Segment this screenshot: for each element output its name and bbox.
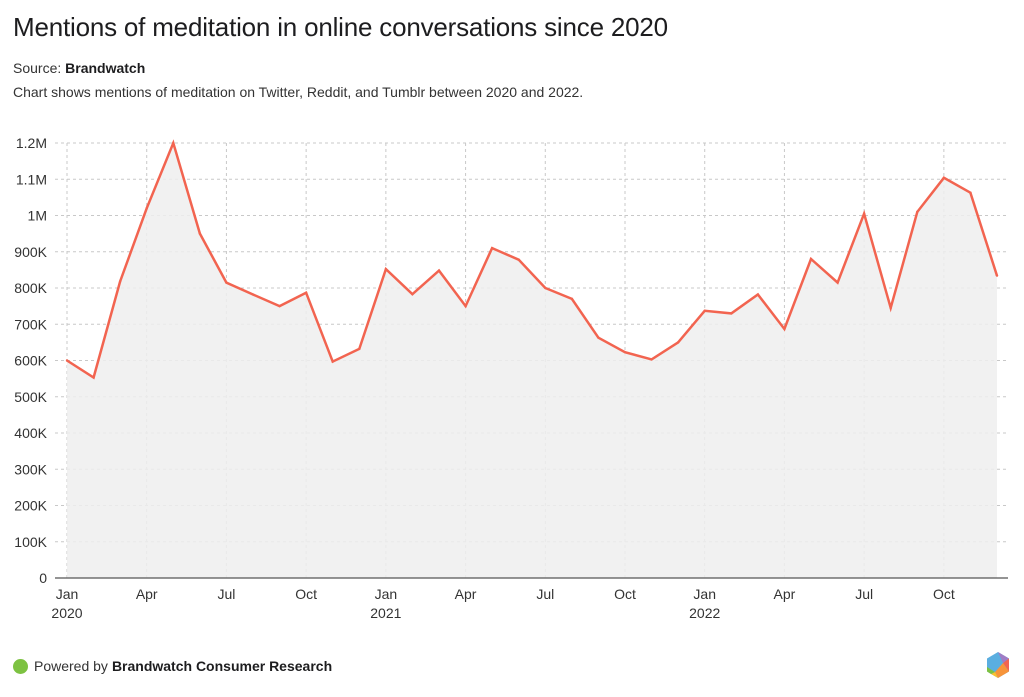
y-tick-label: 400K — [14, 425, 47, 441]
y-tick-label: 700K — [14, 316, 47, 332]
y-tick-label: 1.2M — [16, 135, 47, 151]
footer: Powered by Brandwatch Consumer Research — [13, 658, 332, 674]
data-point-2020-05 — [172, 141, 175, 145]
x-tick-label: Apr — [136, 586, 158, 602]
data-point-2021-10 — [623, 350, 627, 354]
data-point-2021-09 — [597, 336, 600, 339]
data-point-2020-10 — [304, 291, 308, 294]
chart-title: Mentions of meditation in online convers… — [13, 12, 668, 42]
data-point-2022-04 — [783, 327, 786, 331]
source-label: Source: — [13, 60, 62, 76]
x-axis-labels: Jan 2020 Apr Jul Oct Jan 2021 Apr Jul Oct Jan 2022 A… — [51, 586, 954, 621]
brandwatch-hexagon-logo-icon — [987, 652, 1009, 678]
data-point-2021-07 — [544, 286, 547, 290]
data-point-2022-08 — [889, 306, 892, 310]
data-point-2020-11 — [331, 360, 334, 363]
y-axis-labels: 0 100K 200K 300K 400K 500K 600K 700K 800K 900K 1M 1… — [14, 135, 47, 586]
data-point-2020-03 — [118, 280, 122, 283]
data-point-2020-07 — [225, 281, 228, 284]
x-tick-year-label: 2021 — [370, 605, 401, 621]
series-area-fill — [67, 143, 997, 578]
chart-description: Chart shows mentions of meditation on Tw… — [13, 84, 584, 100]
data-point-2020-01 — [65, 359, 69, 362]
data-point-2022-03 — [756, 293, 760, 296]
data-point-2022-11 — [969, 191, 972, 194]
data-point-2022-07 — [862, 212, 866, 215]
data-points — [65, 141, 999, 379]
data-point-2020-09 — [278, 304, 281, 308]
x-tick-year-label: 2022 — [689, 605, 720, 621]
x-tick-label: Oct — [614, 586, 636, 602]
y-tick-label: 500K — [14, 389, 47, 405]
x-tick-label: Jul — [217, 586, 235, 602]
x-tick-label: Jan — [375, 586, 398, 602]
y-tick-label: 900K — [14, 244, 47, 260]
data-point-2020-08 — [251, 293, 255, 296]
x-tick-label: Oct — [295, 586, 317, 602]
y-tick-label: 100K — [14, 534, 47, 550]
data-point-2022-06 — [836, 281, 839, 284]
x-tick-label: Jul — [855, 586, 873, 602]
data-point-2022-09 — [916, 210, 919, 214]
y-tick-label: 1.1M — [16, 171, 47, 187]
y-tick-label: 800K — [14, 280, 47, 296]
data-point-2020-02 — [92, 376, 95, 379]
x-tick-label: Jul — [536, 586, 554, 602]
source-name: Brandwatch — [65, 60, 146, 76]
y-tick-label: 1M — [28, 208, 47, 224]
data-point-2021-01 — [384, 267, 388, 271]
data-point-2022-12 — [995, 274, 999, 277]
data-point-2021-11 — [650, 358, 653, 361]
data-point-2020-12 — [358, 347, 361, 351]
series-line-mentions — [66, 139, 999, 380]
x-tick-year-label: 2020 — [51, 605, 82, 621]
data-point-2022-05 — [809, 257, 813, 261]
data-point-2022-02 — [730, 312, 733, 315]
x-tick-label: Jan — [693, 586, 716, 602]
y-tick-label: 0 — [39, 570, 47, 586]
data-point-2021-06 — [517, 258, 520, 261]
x-tick-label: Oct — [933, 586, 955, 602]
powered-by-name: Brandwatch Consumer Research — [111, 658, 333, 674]
data-point-2021-05 — [490, 246, 494, 250]
data-point-2021-12 — [676, 341, 680, 344]
data-point-2020-06 — [198, 232, 202, 235]
x-tick-label: Apr — [455, 586, 477, 602]
x-tick-label: Jan — [56, 586, 79, 602]
x-tick-label: Apr — [774, 586, 796, 602]
y-tick-label: 200K — [14, 498, 47, 514]
brand-dot-icon — [13, 658, 28, 674]
y-tick-label: 300K — [14, 461, 47, 477]
y-tick-label: 600K — [14, 353, 47, 369]
powered-by-label: Powered by — [34, 658, 108, 674]
data-point-2022-01 — [703, 309, 706, 313]
source-line: Source: Brandwatch — [13, 60, 145, 76]
data-point-2021-08 — [570, 297, 574, 301]
data-point-2022-10 — [942, 176, 946, 179]
data-point-2020-04 — [145, 207, 148, 210]
data-point-2021-03 — [437, 269, 441, 272]
data-point-2021-02 — [411, 292, 414, 296]
data-point-2021-04 — [464, 304, 467, 308]
